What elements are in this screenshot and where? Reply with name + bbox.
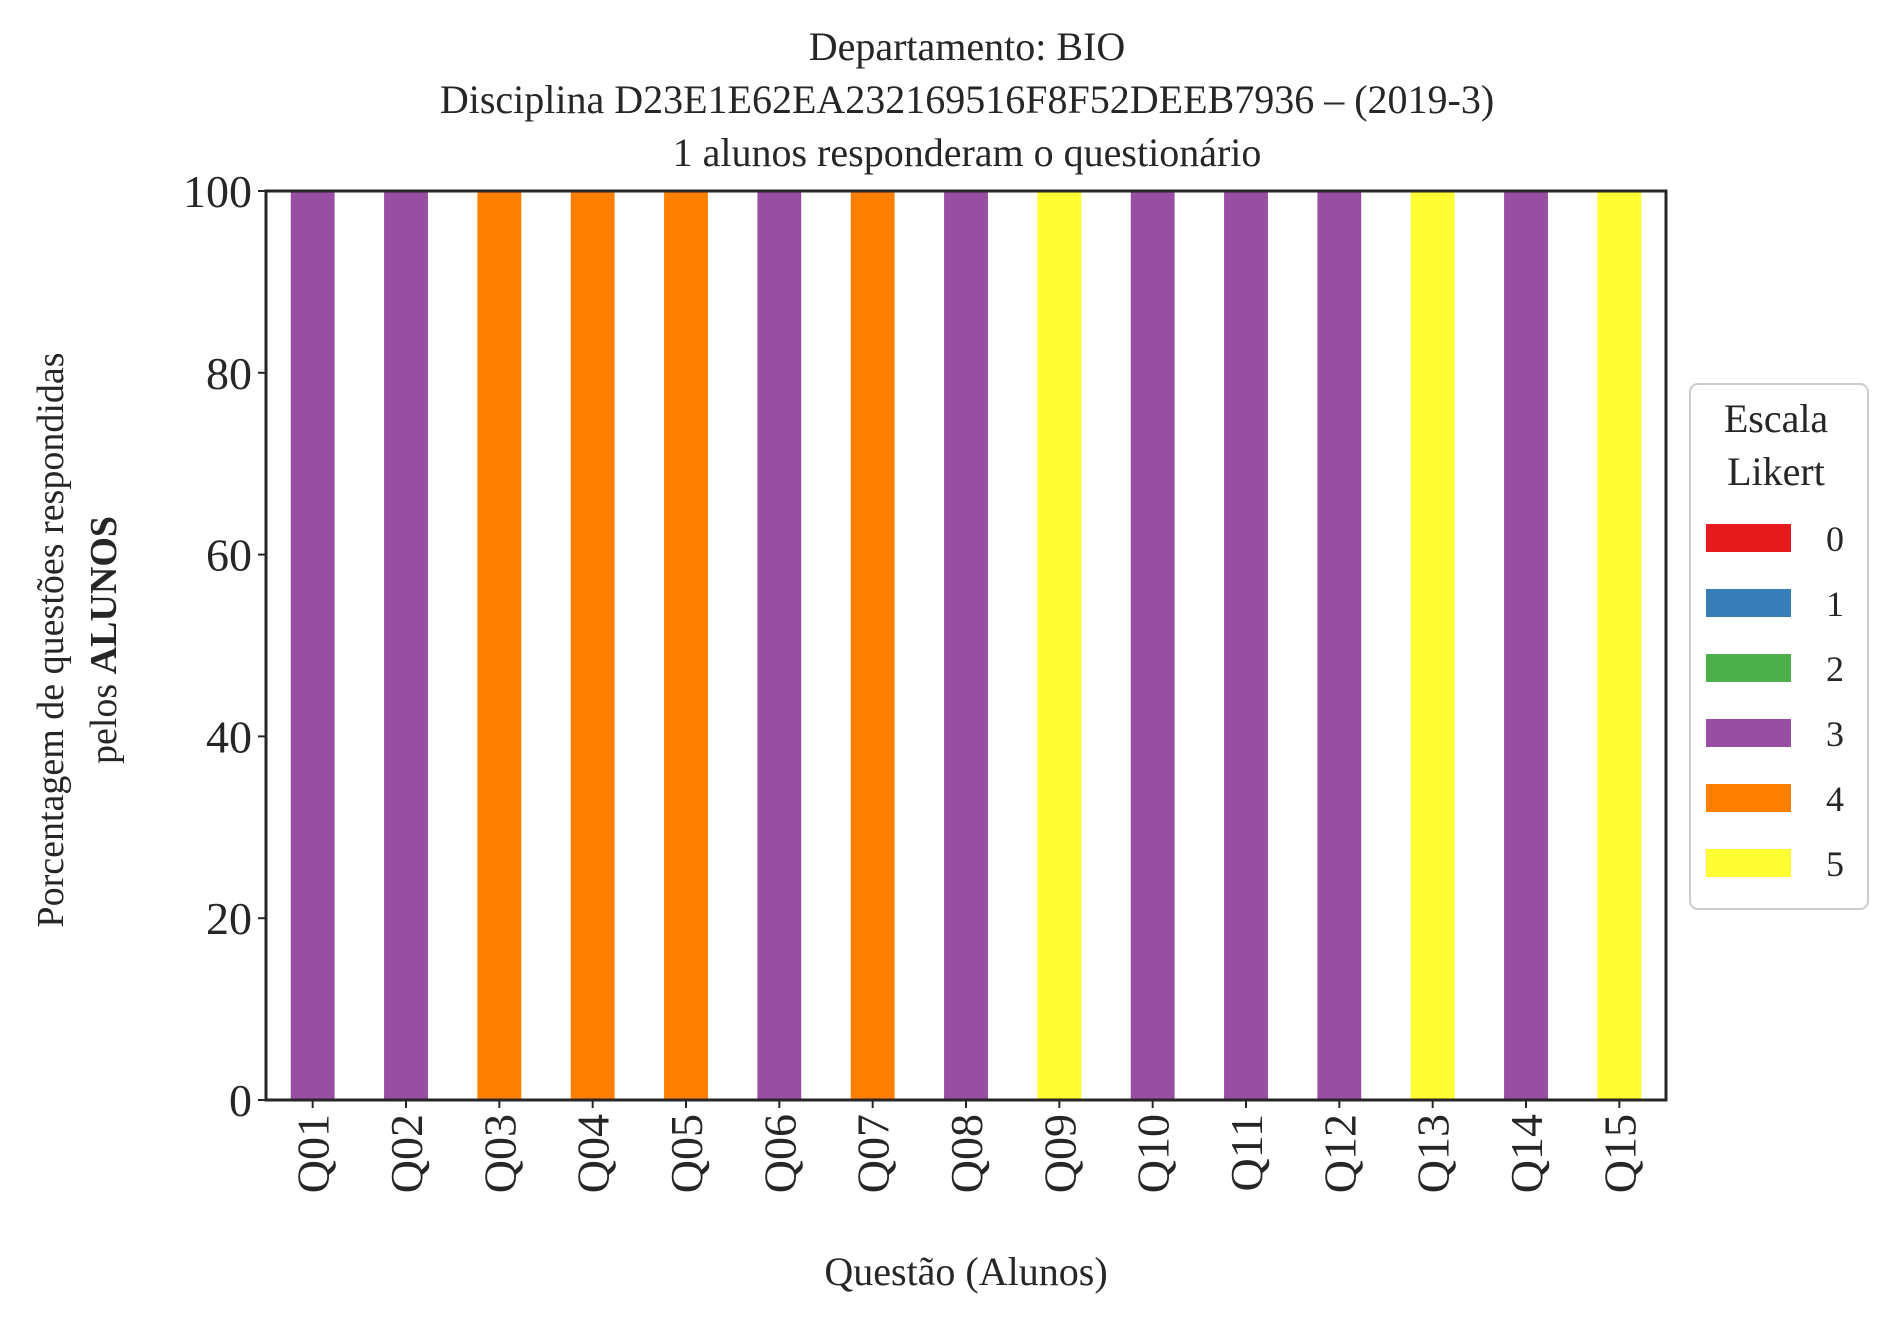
bar-Q02-scale-3 [384, 191, 428, 1100]
legend-label-4: 4 [1826, 779, 1844, 819]
legend: Escala Likert 0 1 2 3 4 5 [1689, 383, 1869, 910]
legend-label-0: 0 [1826, 519, 1844, 559]
y-tick-label: 60 [206, 530, 252, 581]
y-axis-label: Porcentagem de questões respondidas pelo… [30, 352, 125, 927]
y-axis-label-line-1: Porcentagem de questões respondidas [30, 352, 72, 927]
legend-swatch-2 [1706, 654, 1791, 682]
bars-group [290, 191, 1642, 1100]
title-line-1: Departamento: BIO [809, 24, 1126, 69]
bar-Q08-scale-3 [944, 191, 988, 1100]
legend-label-2: 2 [1826, 649, 1844, 689]
legend-title-line-1: Escala [1724, 396, 1829, 441]
bar-Q09-scale-5 [1037, 191, 1082, 1100]
x-tick-label: Q13 [1408, 1114, 1459, 1193]
x-tick-label: Q12 [1314, 1114, 1365, 1193]
y-tick-label: 100 [183, 166, 252, 217]
x-tick-label: Q14 [1501, 1114, 1552, 1193]
x-tick-label: Q10 [1128, 1114, 1179, 1193]
legend-swatch-5 [1706, 849, 1791, 877]
y-tick-label: 20 [206, 893, 252, 944]
y-axis-label-prefix: pelos [83, 674, 125, 764]
y-tick-label: 80 [206, 348, 252, 399]
bar-Q11-scale-3 [1224, 191, 1268, 1100]
x-tick-label: Q09 [1034, 1114, 1085, 1193]
chart-title: Departamento: BIO Disciplina D23E1E62EA2… [440, 24, 1494, 175]
bar-Q07-scale-4 [850, 191, 895, 1100]
title-line-2: Disciplina D23E1E62EA232169516F8F52DEEB7… [440, 77, 1494, 122]
x-tick-label: Q07 [848, 1114, 899, 1193]
legend-swatch-3 [1706, 719, 1791, 747]
bar-Q12-scale-3 [1317, 191, 1362, 1100]
x-tick-label: Q06 [754, 1114, 805, 1193]
bar-Q06-scale-3 [757, 191, 802, 1100]
bar-Q13-scale-5 [1410, 191, 1455, 1100]
y-axis-label-line-2: pelos ALUNOS [83, 516, 125, 764]
legend-label-1: 1 [1826, 584, 1844, 624]
legend-label-3: 3 [1826, 714, 1844, 754]
legend-label-5: 5 [1826, 844, 1844, 884]
x-tick-label: Q01 [288, 1114, 339, 1193]
legend-swatch-1 [1706, 589, 1791, 617]
y-axis-ticks: 0 20 40 60 80 100 [183, 166, 266, 1126]
y-tick-label: 0 [229, 1075, 252, 1126]
bar-Q01-scale-3 [290, 191, 335, 1100]
legend-frame [1689, 383, 1869, 910]
x-axis-ticks: Q01 Q02 Q03 Q04 Q05 Q06 Q07 Q08 Q09 Q10 Q11 Q12 Q13 Q… [288, 1100, 1645, 1193]
x-tick-label: Q02 [381, 1114, 432, 1193]
bar-Q15-scale-5 [1597, 191, 1642, 1100]
legend-items: 0 1 2 3 4 5 [1706, 519, 1844, 884]
bar-Q03-scale-4 [477, 191, 522, 1100]
x-tick-label: Q15 [1594, 1114, 1645, 1193]
y-axis-label-bold: ALUNOS [83, 516, 125, 674]
legend-swatch-0 [1706, 524, 1791, 552]
x-axis-label: Questão (Alunos) [824, 1249, 1107, 1294]
title-line-3: 1 alunos responderam o questionário [673, 130, 1262, 175]
x-tick-label: Q11 [1221, 1114, 1272, 1192]
x-tick-label: Q08 [941, 1114, 992, 1193]
x-tick-label: Q03 [474, 1114, 525, 1193]
bar-Q04-scale-4 [570, 191, 615, 1100]
bar-Q05-scale-4 [664, 191, 708, 1100]
bar-Q14-scale-3 [1504, 191, 1548, 1100]
legend-swatch-4 [1706, 784, 1791, 812]
bar-Q10-scale-3 [1130, 191, 1175, 1100]
y-tick-label: 40 [206, 711, 252, 762]
legend-title-line-2: Likert [1727, 449, 1825, 494]
x-tick-label: Q05 [661, 1114, 712, 1193]
x-tick-label: Q04 [568, 1114, 619, 1193]
